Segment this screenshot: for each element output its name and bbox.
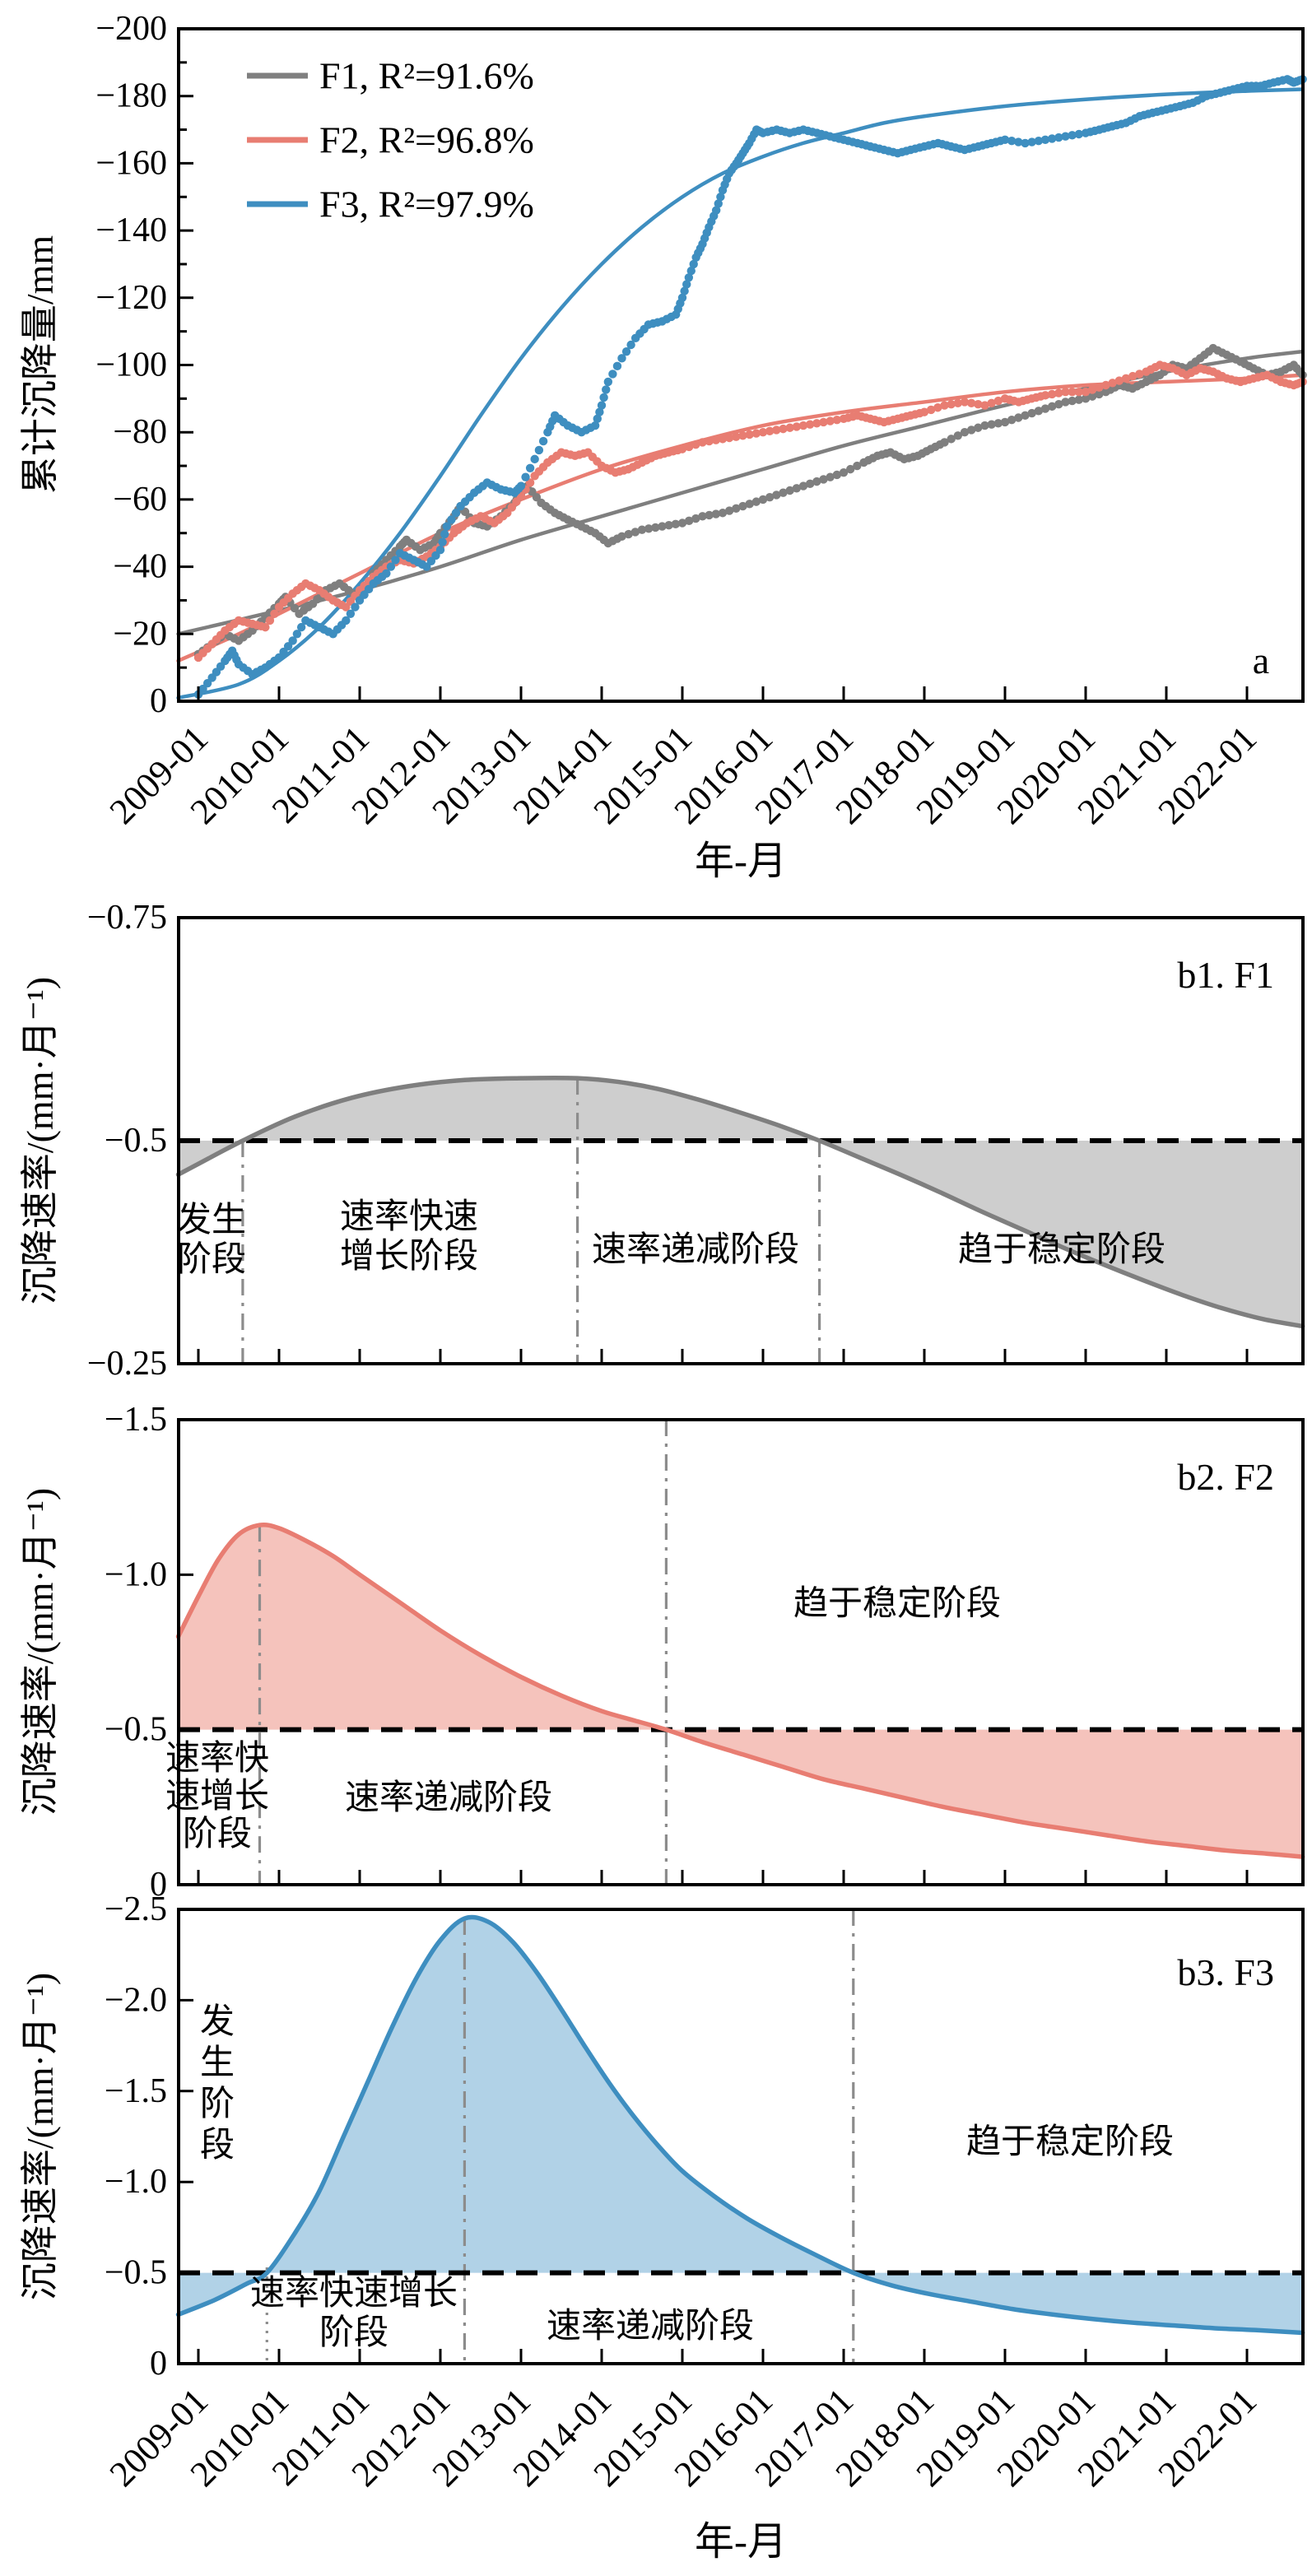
panel-b3: −2.5−2.0−1.5−1.0−0.502009-012010-012011-… xyxy=(102,1890,1305,2495)
y-tick-label: −100 xyxy=(95,346,167,384)
legend-item-F3: F3, R²=97.9% xyxy=(247,184,534,226)
panel-b1-tag: b1. F1 xyxy=(1177,954,1274,996)
phase-label-line: 速率递减阶段 xyxy=(345,1779,552,1817)
y-tick-label: −1.5 xyxy=(105,1401,167,1439)
y-tick-label: −1.5 xyxy=(105,2072,167,2110)
axes-frame xyxy=(177,1908,1305,2365)
y-tick-label: −40 xyxy=(113,548,167,586)
panel-b3-y-axis-title: 沉降速率/(mm·月⁻¹) xyxy=(19,1973,61,2300)
scatter-F1 xyxy=(193,343,1307,659)
y-tick-label: −20 xyxy=(113,615,167,653)
panel-b1-y-axis-title: 沉降速率/(mm·月⁻¹) xyxy=(19,977,61,1304)
phase-label-line: 速率递减阶段 xyxy=(547,2307,754,2346)
scatter-F3 xyxy=(193,75,1307,700)
phase-label-line: 速率快速增长 xyxy=(250,2274,458,2313)
phase-label-line: 生 xyxy=(200,2044,235,2082)
y-tick-label: −0.5 xyxy=(105,1122,167,1160)
phase-label-line: 速率快 xyxy=(165,1739,269,1778)
phase-label-line: 段 xyxy=(200,2127,235,2164)
legend-item-F1: F1, R²=91.6% xyxy=(247,55,534,97)
panel-a-tag: a xyxy=(1253,639,1269,681)
phase-label-b1-4: 趋于稳定阶段 xyxy=(958,1230,1165,1269)
panel-a: −200−180−160−140−120−100−80−60−40−200200… xyxy=(95,10,1307,832)
scatter-F2 xyxy=(193,360,1307,663)
phase-label-line: 速率快速 xyxy=(340,1197,478,1236)
y-tick-label: −180 xyxy=(95,77,167,115)
y-tick-label: −2.5 xyxy=(105,1890,167,1928)
rate-area-F2 xyxy=(178,1524,1303,1858)
rate-area-F3 xyxy=(178,1917,1303,2333)
panel-b3-tag: b3. F3 xyxy=(1177,1951,1274,1993)
y-tick-label: −0.75 xyxy=(87,899,167,937)
phase-label-line: 阶 xyxy=(200,2085,235,2123)
panel-b2-y-axis-title: 沉降速率/(mm·月⁻¹) xyxy=(19,1488,61,1816)
y-tick-label: −2.0 xyxy=(105,1981,167,2019)
panel-b2-tag: b2. F2 xyxy=(1177,1456,1274,1498)
rate-curve-F1 xyxy=(175,1075,1305,1329)
phase-label-line: 阶段 xyxy=(177,1241,246,1279)
y-tick-label: −140 xyxy=(95,212,167,249)
y-tick-label: −1.0 xyxy=(105,2163,167,2201)
phase-label-b2-3: 趋于稳定阶段 xyxy=(793,1584,1001,1623)
y-tick-label: −1.0 xyxy=(105,1555,167,1593)
legend-item-F2: F2, R²=96.8% xyxy=(247,119,534,161)
y-tick-label: 0 xyxy=(150,2345,167,2383)
y-tick-label: −0.5 xyxy=(105,1711,167,1749)
rate-curve-F2 xyxy=(175,1522,1305,1859)
y-tick-label: −60 xyxy=(113,481,167,518)
phase-label-b2-2: 速率递减阶段 xyxy=(345,1779,552,1817)
phase-label-line: 增长阶段 xyxy=(340,1238,478,1276)
phase-label-b3-4: 趋于稳定阶段 xyxy=(966,2123,1174,2161)
y-tick-label: −120 xyxy=(95,279,167,317)
y-tick-label: −200 xyxy=(95,10,167,48)
phase-label-line: 阶段 xyxy=(183,1816,252,1853)
phase-label-line: 趋于稳定阶段 xyxy=(793,1584,1001,1623)
phase-label-line: 发生 xyxy=(177,1202,246,1239)
legend-label-F2: F2, R²=96.8% xyxy=(319,119,534,161)
phase-label-b1-3: 速率递减阶段 xyxy=(592,1230,799,1269)
y-tick-label: 0 xyxy=(150,1866,167,1904)
legend-label-F3: F3, R²=97.9% xyxy=(319,184,534,226)
y-tick-label: 0 xyxy=(150,682,167,720)
y-tick-label: −160 xyxy=(95,144,167,182)
phase-label-b3-3: 速率递减阶段 xyxy=(547,2307,754,2346)
phase-label-line: 趋于稳定阶段 xyxy=(966,2123,1174,2161)
y-tick-label: −80 xyxy=(113,413,167,451)
fit-line-F3 xyxy=(176,87,1305,700)
legend-label-F1: F1, R²=91.6% xyxy=(319,55,534,97)
phase-label-line: 发 xyxy=(200,2003,235,2041)
y-tick-label: −0.5 xyxy=(105,2254,167,2292)
legend: F1, R²=91.6% F2, R²=96.8% F3, R²=97.9% xyxy=(247,55,534,226)
panel-a-x-axis-title: 年-月 xyxy=(695,839,787,883)
bottom-x-axis-title: 年-月 xyxy=(695,2520,787,2564)
axes-frame xyxy=(177,1418,1305,1886)
phase-label-line: 趋于稳定阶段 xyxy=(958,1230,1165,1269)
rate-curve-F3 xyxy=(175,1914,1305,2336)
phase-label-line: 速率递减阶段 xyxy=(592,1230,799,1269)
phase-label-line: 阶段 xyxy=(319,2314,388,2352)
panel-a-y-axis-title: 累计沉降量/mm xyxy=(19,235,61,495)
y-tick-label: −0.25 xyxy=(87,1345,167,1383)
phase-label-line: 速增长 xyxy=(165,1778,269,1816)
